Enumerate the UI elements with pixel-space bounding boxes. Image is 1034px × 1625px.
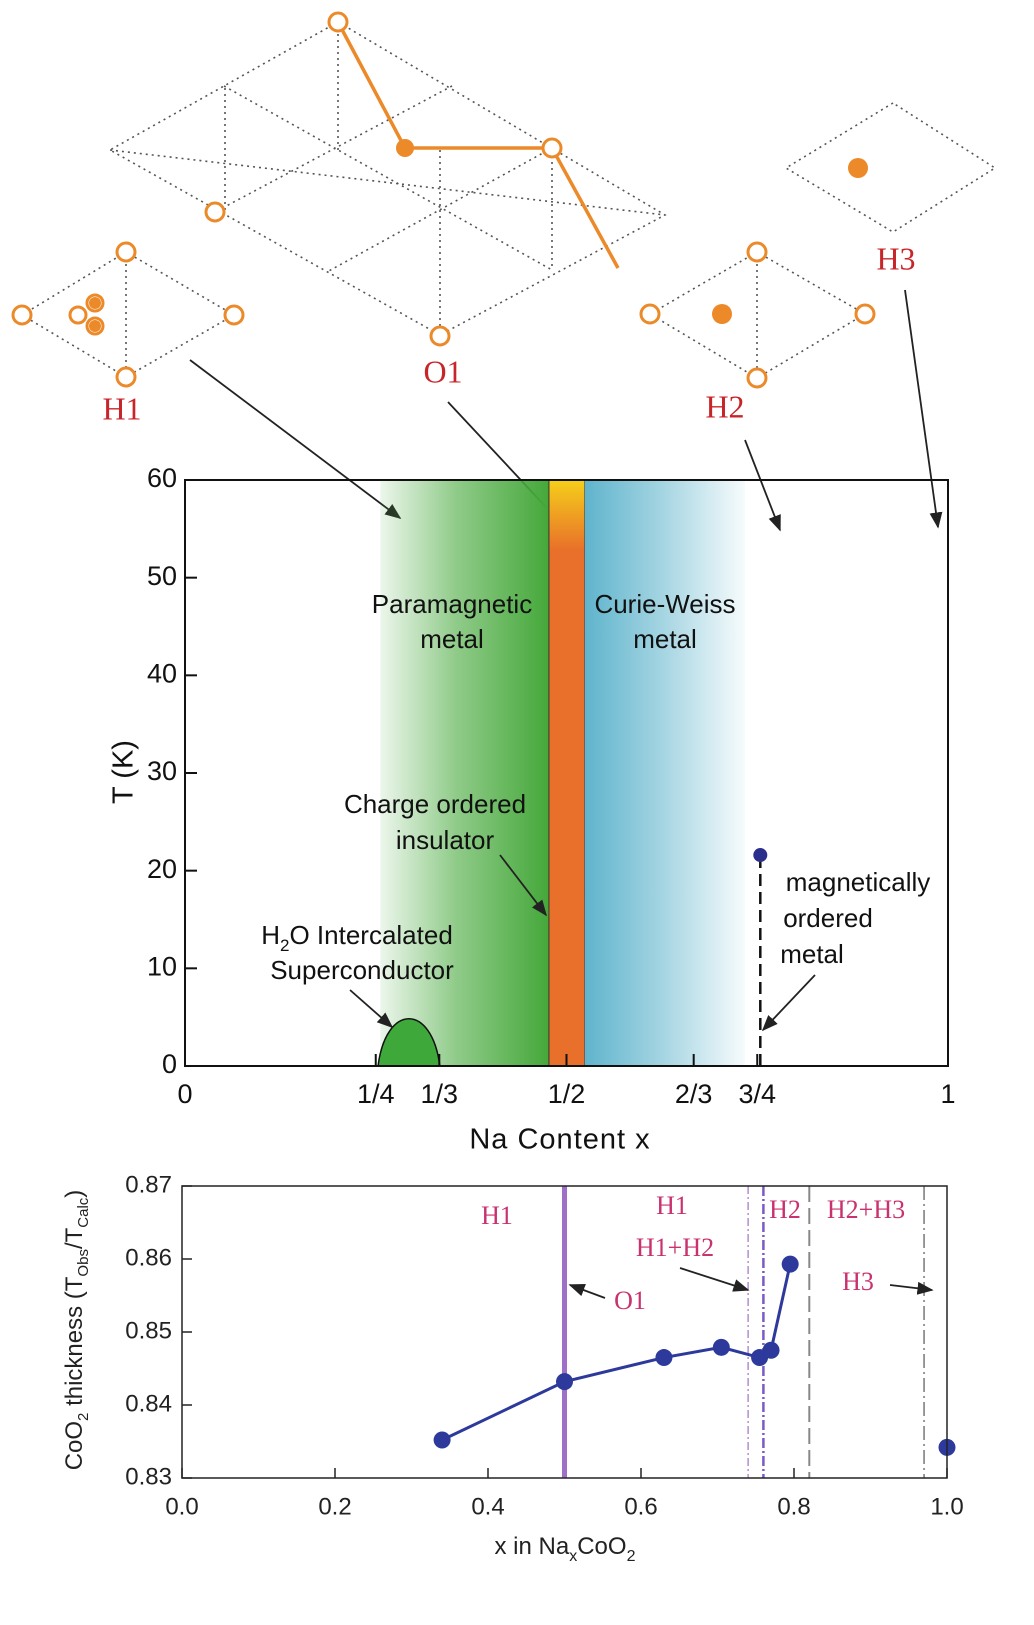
transition-label: ordered	[783, 903, 873, 933]
phase-annotation: H1	[481, 1201, 513, 1230]
text-part: Superconductor	[270, 955, 454, 985]
region-label: metal	[420, 624, 484, 654]
superconducting-dome	[377, 1018, 441, 1067]
phase-annotation: H3	[842, 1267, 874, 1296]
y-axis-title: T (K)	[108, 740, 140, 804]
arrow	[761, 974, 816, 1032]
dome-label: H2O Intercalated	[261, 920, 453, 955]
structure-label: O1	[423, 353, 462, 389]
x-axis-title: Na Content x	[469, 1124, 650, 1156]
y-tick-label: 0.85	[125, 1317, 172, 1344]
data-point	[762, 1341, 780, 1359]
x-axis-title: x in NaxCoO2	[495, 1533, 636, 1564]
thickness-chart: 0.83 0.84 0.85 0.86 0.87 0.0 0.2 0.4 0.6 0.8 1.0 x …	[61, 1171, 963, 1564]
y-tick-label: 0	[162, 1049, 177, 1079]
text-part: Calc	[75, 1197, 92, 1228]
y-tick-label: 20	[147, 854, 177, 884]
y-tick-label: 0.84	[125, 1390, 172, 1417]
y-tick-label: 40	[147, 658, 177, 688]
x-tick-label: 1/2	[548, 1079, 586, 1109]
x-tick-label: 1.0	[930, 1493, 963, 1520]
y-tick-label: 50	[147, 561, 177, 591]
data-point	[556, 1373, 573, 1391]
phase-region	[380, 480, 549, 1066]
x-tick-label: 0.8	[777, 1493, 810, 1520]
text-part: 2	[280, 936, 289, 955]
text-part: CoO	[61, 1421, 88, 1470]
x-tick-label: 1	[940, 1079, 955, 1109]
y-tick-label: 0.86	[125, 1244, 172, 1271]
text-part: x in Na	[495, 1533, 570, 1560]
x-tick-label: 1/3	[421, 1079, 459, 1109]
x-tick-label: 2/3	[675, 1079, 713, 1109]
x-tick-label: 1/4	[357, 1079, 395, 1109]
phase-diagram: 0 10 20 30 40 50 60 0 1/4 1/3 1/2 2/3 3/4 1 Na Content…	[108, 463, 956, 1156]
phase-annotation: H1	[656, 1191, 688, 1220]
phase-annotation: H1+H2	[636, 1233, 714, 1262]
x-tick-label: 0.0	[165, 1493, 198, 1520]
text-part: )	[61, 1190, 88, 1198]
text-part: 2	[75, 1413, 92, 1421]
data-point	[433, 1431, 451, 1449]
text-part: CoO	[577, 1533, 626, 1560]
region-label: Paramagnetic	[372, 589, 532, 619]
transition-point	[753, 848, 768, 863]
transition-label: metal	[780, 939, 844, 969]
arrow	[349, 989, 394, 1029]
arrow	[889, 1281, 934, 1295]
text-part: /T	[61, 1227, 88, 1249]
dome-label: Superconductor	[270, 955, 454, 985]
x-tick-label: 0.6	[624, 1493, 657, 1520]
phase-annotation: H2	[769, 1195, 801, 1224]
text-part: Obs	[75, 1249, 92, 1277]
text-part: thickness (T	[61, 1276, 88, 1412]
data-point	[781, 1255, 799, 1273]
region-label: Charge ordered	[344, 789, 526, 819]
y-tick-label: 60	[147, 463, 177, 493]
structure-label: H3	[876, 240, 915, 276]
structures: H1 O1 H2 H3	[11, 11, 997, 532]
y-tick-label: 30	[147, 756, 177, 786]
text-part: 2	[627, 1548, 636, 1565]
arrow	[568, 1284, 606, 1299]
x-tick-label: 0	[177, 1079, 192, 1109]
phase-annotation: O1	[614, 1286, 646, 1315]
data-point	[655, 1349, 673, 1367]
y-axis-title: CoO2 thickness (TObs/TCalc)	[61, 1190, 92, 1471]
phase-annotation: H2+H3	[827, 1195, 905, 1224]
transition-label: magnetically	[786, 867, 931, 897]
phase-region	[584, 480, 746, 1066]
arrow	[499, 854, 547, 917]
data-point	[712, 1338, 730, 1356]
x-tick-label: 0.4	[471, 1493, 504, 1520]
text-part: x	[569, 1548, 577, 1565]
x-tick-label: 3/4	[738, 1079, 776, 1109]
region-label: metal	[633, 624, 697, 654]
y-tick-label: 0.87	[125, 1171, 172, 1198]
structure-label: H2	[705, 388, 744, 424]
phase-region	[548, 479, 586, 1067]
structure-label: H1	[102, 390, 141, 426]
y-tick-label: 10	[147, 951, 177, 981]
text-part: O Intercalated	[289, 920, 452, 950]
region-label: insulator	[396, 825, 495, 855]
x-tick-label: 0.2	[318, 1493, 351, 1520]
y-tick-label: 0.83	[125, 1463, 172, 1490]
arrow	[679, 1267, 750, 1292]
region-label: Curie-Weiss	[594, 589, 735, 619]
text-part: H	[261, 920, 280, 950]
